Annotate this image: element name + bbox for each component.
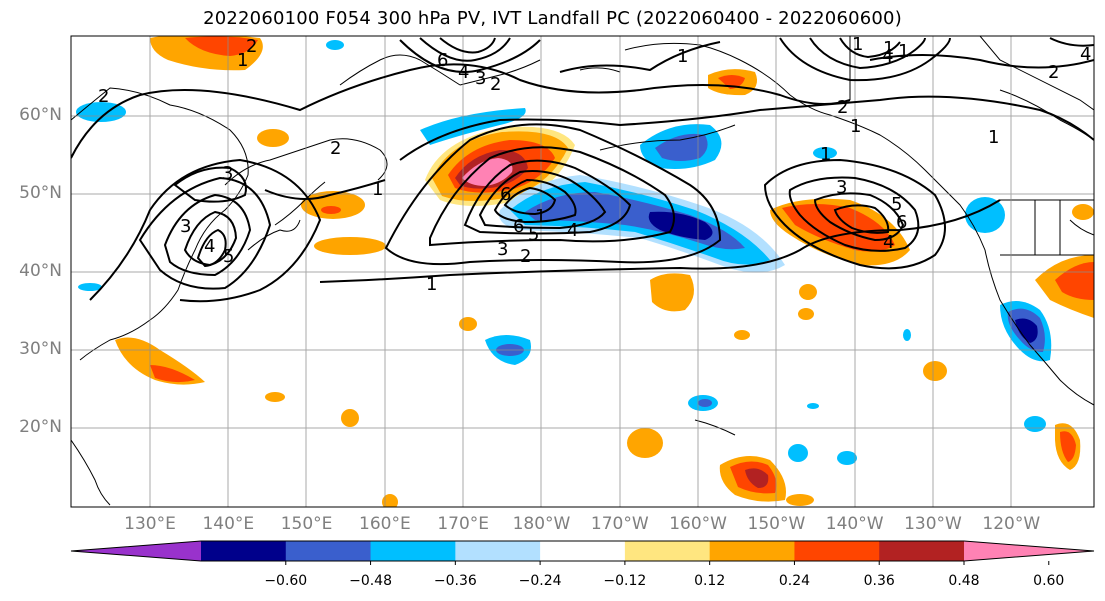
longitude-label: 120°W bbox=[982, 514, 1041, 534]
longitude-label: 180°W bbox=[512, 514, 571, 534]
contour-label: 2 bbox=[98, 86, 109, 107]
contour-label: 3 bbox=[222, 163, 233, 184]
contour-label: 3 bbox=[836, 177, 847, 198]
contour-label: 2 bbox=[1048, 62, 1059, 83]
colorbar-tick-label: 0.60 bbox=[1033, 573, 1065, 589]
colorbar-segment bbox=[794, 541, 880, 561]
longitude-label: 140°W bbox=[825, 514, 884, 534]
latitude-label: 50°N bbox=[19, 183, 62, 203]
longitude-label: 160°W bbox=[669, 514, 727, 534]
contour-label: 2 bbox=[520, 246, 531, 267]
colorbar-segment bbox=[455, 541, 541, 561]
colorbar-tick-label: 0.24 bbox=[778, 573, 811, 589]
colorbar-tick-label: −0.24 bbox=[518, 573, 562, 589]
contour-label: 1 bbox=[883, 38, 894, 59]
gridlines bbox=[71, 36, 1094, 507]
colorbar-segment bbox=[285, 541, 372, 561]
contour-label: 1 bbox=[898, 41, 909, 62]
map-title: 2022060100 F054 300 hPa PV, IVT Landfall… bbox=[203, 8, 902, 29]
map-frame bbox=[70, 35, 1095, 508]
contour-label: 4 bbox=[458, 62, 469, 83]
longitude-label: 170°E bbox=[437, 514, 490, 534]
longitude-label: 130°E bbox=[124, 514, 176, 534]
contour-label: 6 bbox=[500, 184, 511, 205]
colorbar-segment bbox=[624, 541, 711, 561]
contour-label: 3 bbox=[475, 68, 486, 89]
colorbar-tick-label: −0.60 bbox=[264, 573, 308, 589]
contour-label: 3 bbox=[497, 239, 508, 260]
pv-anomaly-fills bbox=[76, 36, 1094, 507]
contour-label: 1 bbox=[820, 144, 831, 165]
contour-label: 1 bbox=[372, 179, 383, 200]
colorbar-tick-label: −0.36 bbox=[433, 573, 477, 589]
colorbar-tick-label: 0.12 bbox=[694, 573, 726, 589]
contour-label: 4 bbox=[882, 46, 893, 67]
contour-label: 5 bbox=[891, 194, 902, 215]
ivt-contours bbox=[71, 37, 1094, 303]
contour-label: 5 bbox=[223, 246, 234, 267]
colorbar-tick-label: 0.48 bbox=[948, 573, 980, 589]
longitude-label: 140°E bbox=[202, 514, 255, 534]
colorbar-segment bbox=[540, 541, 626, 561]
contour-label: 1 bbox=[426, 274, 437, 295]
latitude-label: 20°N bbox=[19, 417, 62, 437]
contour-label: 2 bbox=[330, 138, 341, 159]
contour-label: 4 bbox=[883, 232, 894, 253]
contour-label: 4 bbox=[567, 220, 578, 241]
contour-label: 1 bbox=[237, 50, 248, 71]
latitude-label: 40°N bbox=[19, 261, 62, 281]
colorbar-tick-label: 0.36 bbox=[863, 573, 895, 589]
contour-label: 1 bbox=[850, 116, 861, 137]
contour-label: 6 bbox=[896, 212, 907, 233]
contour-label: 1 bbox=[988, 127, 999, 148]
contour-label: 6 bbox=[437, 50, 448, 71]
contour-label-group: 2 1 6 4 3 2 1 1 1 4 2 2 2 1 1 2 1 3 3 4 … bbox=[98, 34, 1091, 295]
colorbar-outline bbox=[70, 540, 1095, 562]
contour-label: 4 bbox=[1080, 44, 1091, 65]
contour-label: 2 bbox=[490, 74, 501, 95]
latitude-label: 60°N bbox=[19, 105, 62, 125]
colorbar-segment bbox=[71, 541, 201, 561]
contour-label: 6 bbox=[513, 216, 524, 237]
longitude-label: 150°W bbox=[747, 514, 806, 534]
colorbar-segment bbox=[879, 541, 965, 561]
contour-label: 4 bbox=[204, 236, 215, 257]
contour-label: 2 bbox=[837, 97, 848, 118]
longitude-label: 130°W bbox=[904, 514, 962, 534]
contour-label: 1 bbox=[852, 34, 863, 55]
colorbar-segment bbox=[370, 541, 456, 561]
contour-label: 1 bbox=[677, 46, 688, 67]
colorbar-segment bbox=[709, 541, 795, 561]
colorbar-tick-label: −0.12 bbox=[603, 573, 647, 589]
contour-label: 5 bbox=[528, 224, 539, 245]
longitude-label: 160°E bbox=[359, 514, 411, 534]
colorbar-tick-label: −0.48 bbox=[349, 573, 392, 589]
colorbar-segment bbox=[201, 541, 287, 561]
latitude-label: 30°N bbox=[19, 339, 62, 359]
contour-label: 3 bbox=[180, 216, 191, 237]
contour-label: 2 bbox=[246, 36, 257, 57]
contour-label: 1 bbox=[535, 206, 546, 227]
longitude-label: 150°E bbox=[280, 514, 333, 534]
coastlines bbox=[71, 36, 1094, 506]
colorbar-segment bbox=[964, 541, 1094, 561]
longitude-label: 170°W bbox=[590, 514, 649, 534]
